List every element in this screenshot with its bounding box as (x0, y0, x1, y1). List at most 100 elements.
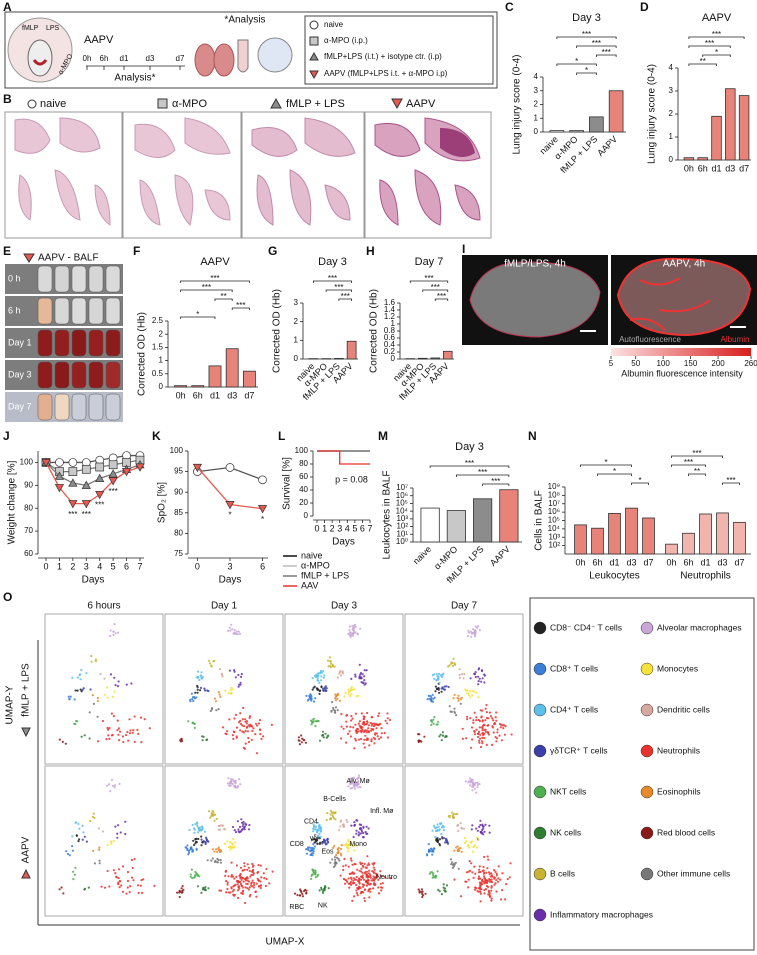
umap-frame (164, 613, 284, 765)
umap-dot (112, 869, 115, 872)
x-tick-label: 7 (137, 561, 142, 571)
umap-dot (362, 681, 365, 684)
tube (54, 329, 70, 357)
umap-dot (126, 879, 130, 883)
umap-dot (466, 844, 469, 848)
y-tick-label: 1 (294, 335, 299, 344)
umap-dot (205, 738, 208, 742)
umap-dot (352, 881, 355, 885)
umap-dot (330, 710, 333, 713)
umap-dot (344, 882, 347, 885)
significance-label: *** (684, 458, 693, 467)
umap-dot (219, 849, 222, 852)
umap-dot (445, 841, 448, 844)
umap-dot (105, 784, 108, 787)
y-axis-label: Lung injury score (0-4) (512, 54, 523, 154)
umap-dot (369, 882, 372, 886)
umap-dot (358, 663, 361, 666)
umap-dot (467, 878, 470, 881)
umap-dot (350, 677, 353, 681)
umap-dot (354, 787, 357, 790)
umap-dot (239, 877, 242, 880)
umap-dot (337, 828, 341, 832)
bar (242, 370, 256, 388)
column-label: Day 3 (331, 601, 358, 612)
umap-dot (463, 672, 466, 676)
umap-dot (117, 824, 120, 827)
umap-dot (259, 886, 262, 890)
marker (95, 490, 105, 500)
umap-dot (248, 886, 251, 889)
umap-dot (314, 873, 317, 876)
significance-bracket (312, 280, 353, 283)
umap-dot (352, 726, 355, 729)
umap-dot (234, 831, 238, 834)
group-label: Neutrophils (680, 571, 731, 582)
umap-dot (478, 881, 482, 884)
y-tick-label: 0 (669, 155, 674, 164)
umap-dot (383, 731, 386, 735)
umap-dot (363, 888, 366, 892)
y-tick-label: 85 (174, 508, 183, 517)
umap-dot (359, 870, 363, 873)
x-tick-label: 3 (227, 561, 232, 571)
umap-dot (432, 697, 435, 700)
y-tick-label: 80 (299, 459, 308, 468)
umap-dot (117, 733, 120, 736)
umap-dot (442, 829, 445, 832)
umap-dot (311, 869, 314, 872)
legend-marker (533, 703, 547, 717)
umap-dot (76, 689, 79, 692)
umap-dot (90, 660, 93, 663)
umap-dot (75, 821, 78, 824)
umap-dot (360, 878, 363, 881)
umap-dot (247, 736, 250, 740)
umap-dot (424, 892, 427, 895)
umap-dot (348, 689, 351, 692)
umap-dot (367, 724, 371, 727)
tube (71, 265, 87, 293)
umap-dot (72, 870, 75, 873)
x-tick-label: 6h (592, 557, 602, 567)
umap-dot (215, 848, 218, 851)
umap-dot (94, 660, 97, 663)
umap-dot (477, 696, 480, 699)
umap-dot (371, 862, 374, 865)
umap-dot (318, 842, 321, 846)
significance-label: * (575, 57, 578, 66)
umap-dot (458, 668, 461, 671)
umap-dot (467, 635, 470, 638)
umap-dot (241, 892, 244, 896)
legend-marker (270, 97, 282, 109)
umap-dot (472, 719, 475, 722)
umap-dot (238, 887, 241, 890)
umap-dot (373, 722, 376, 725)
marker (68, 478, 78, 487)
umap-dot (257, 879, 260, 882)
umap-dot (199, 686, 203, 690)
umap-dot (456, 849, 459, 853)
umap-dot (433, 673, 436, 676)
mouse-lung (32, 59, 48, 66)
umap-dot (497, 865, 500, 868)
umap-dot (185, 846, 188, 850)
marker (68, 458, 78, 467)
umap-dot (88, 711, 91, 714)
significance-label: *** (82, 510, 91, 519)
umap-dot (247, 740, 251, 744)
y-tick-label: 1.6 (384, 298, 396, 307)
panel-letter: H (366, 244, 375, 258)
umap-dot (210, 815, 213, 818)
umap-dot (116, 836, 119, 839)
umap-dot (186, 848, 189, 852)
y-tick-label: 75 (174, 549, 183, 558)
umap-dot (87, 886, 90, 889)
umap-dot (103, 677, 106, 680)
y-tick-label: 10⁸ (548, 490, 560, 499)
umap-dot (420, 890, 423, 894)
umap-dot (218, 824, 221, 828)
umap-dot (350, 878, 353, 881)
umap-dot (133, 740, 136, 744)
umap-dot (77, 822, 80, 826)
umap-dot (435, 826, 438, 829)
